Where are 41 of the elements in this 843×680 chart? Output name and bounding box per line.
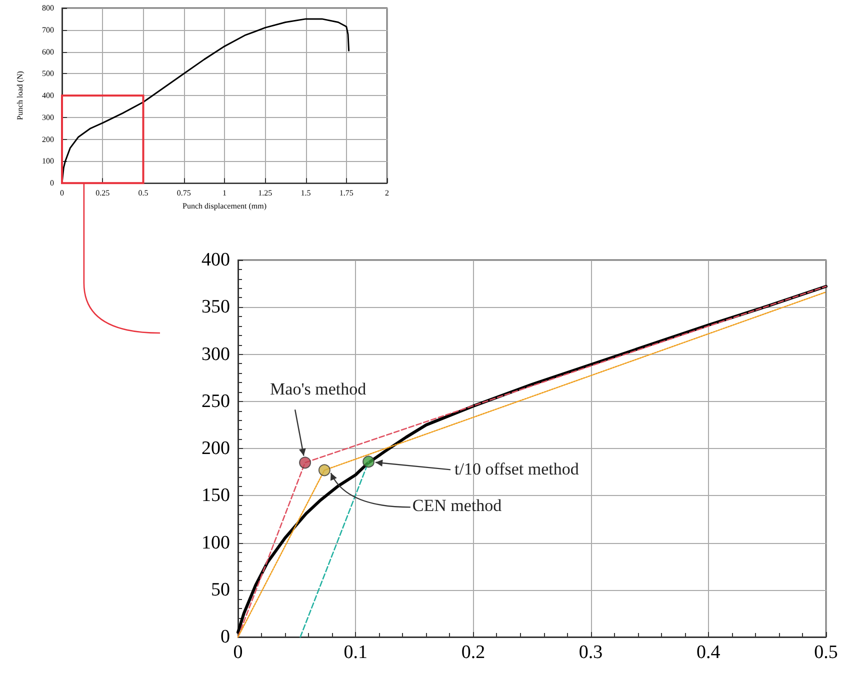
y-tick-label: 300	[42, 112, 54, 122]
annotation: CEN method	[412, 496, 502, 516]
y-tick-label: 0	[50, 178, 54, 188]
y-tick-label: 100	[42, 156, 54, 166]
x-tick-label: 1.5	[300, 188, 311, 198]
x-tick-label: 0.5	[814, 642, 838, 663]
point	[299, 456, 312, 469]
x-tick-label: 0.25	[96, 188, 110, 198]
y-tick-label: 500	[42, 69, 54, 78]
x-tick-label: 0.4	[696, 642, 721, 663]
y-tick-label: 0	[220, 626, 230, 648]
point	[362, 456, 375, 468]
y-axis-title: Punch load (N)	[16, 70, 24, 120]
x-axis-title: Punch displacement (mm)	[182, 202, 267, 210]
y-tick-label: 350	[202, 296, 230, 318]
y-tick-label: 800	[42, 4, 54, 12]
y-tick-label: 200	[42, 134, 54, 144]
x-tick-label: 1	[222, 188, 226, 198]
x-tick-label: 0.3	[578, 642, 603, 663]
x-tick-label: 0	[60, 188, 64, 198]
y-tick-label: 50	[211, 579, 230, 600]
y-tick-label: 600	[42, 47, 54, 56]
point	[318, 464, 330, 476]
x-tick-label: 2	[385, 188, 389, 198]
x-tick-label: 0.75	[176, 188, 191, 198]
x-tick-label: 1.75	[339, 188, 354, 198]
x-tick-label: 1.25	[258, 188, 272, 198]
x-tick-label: 0.2	[461, 642, 486, 663]
x-tick-label: 0	[233, 642, 243, 663]
x-tick-label: 0.5	[138, 188, 148, 198]
y-tick-label: 100	[202, 532, 230, 554]
annotation: t/10 offset method	[454, 460, 580, 479]
y-tick-label: 150	[202, 485, 230, 506]
y-tick-label: 250	[202, 390, 230, 412]
y-tick-label: 400	[202, 250, 230, 270]
annotation: Mao's method	[270, 380, 367, 399]
y-tick-label: 300	[202, 344, 230, 365]
y-tick-label: 700	[42, 25, 54, 34]
x-tick-label: 0.1	[344, 642, 368, 663]
y-tick-label: 400	[42, 91, 54, 100]
y-tick-label: 200	[202, 438, 230, 459]
